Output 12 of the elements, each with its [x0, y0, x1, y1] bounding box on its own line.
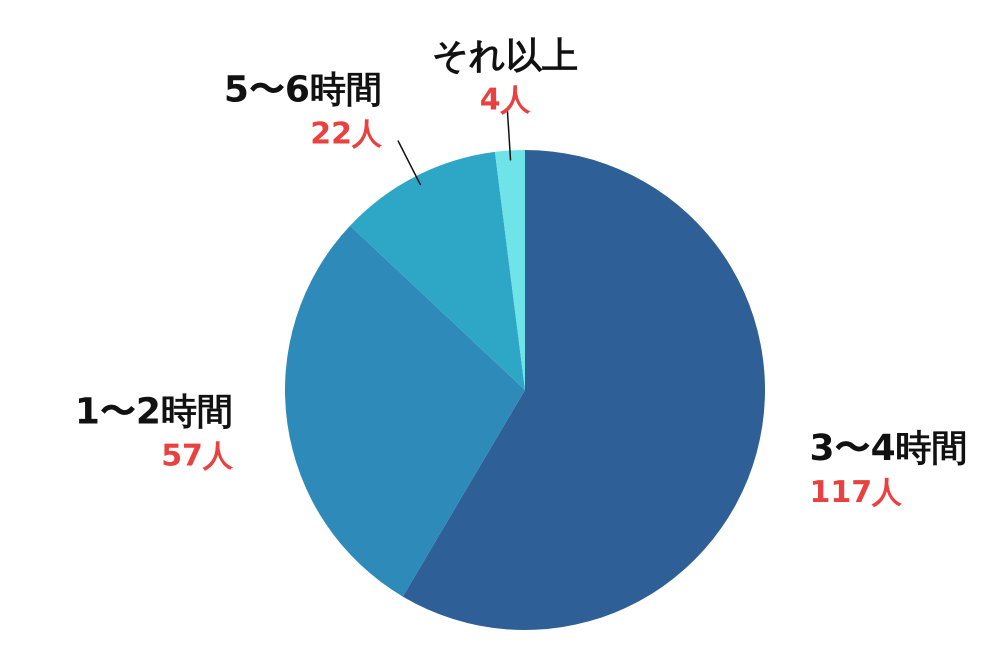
slice-label: それ以上 [432, 36, 578, 77]
pie-slice [494, 150, 525, 390]
slice-label: 1〜2時間 [74, 392, 233, 433]
data-label: 117人 [810, 474, 904, 510]
pie-slice [350, 152, 525, 390]
slice-label: 3〜4時間 [810, 428, 968, 469]
slice-label: 5〜6時間 [224, 69, 382, 110]
pie-slice [402, 150, 765, 630]
data-label: 22人 [310, 116, 383, 152]
data-label: 57人 [161, 438, 234, 474]
data-label: 4人 [480, 82, 532, 118]
pie-slice [285, 226, 525, 597]
